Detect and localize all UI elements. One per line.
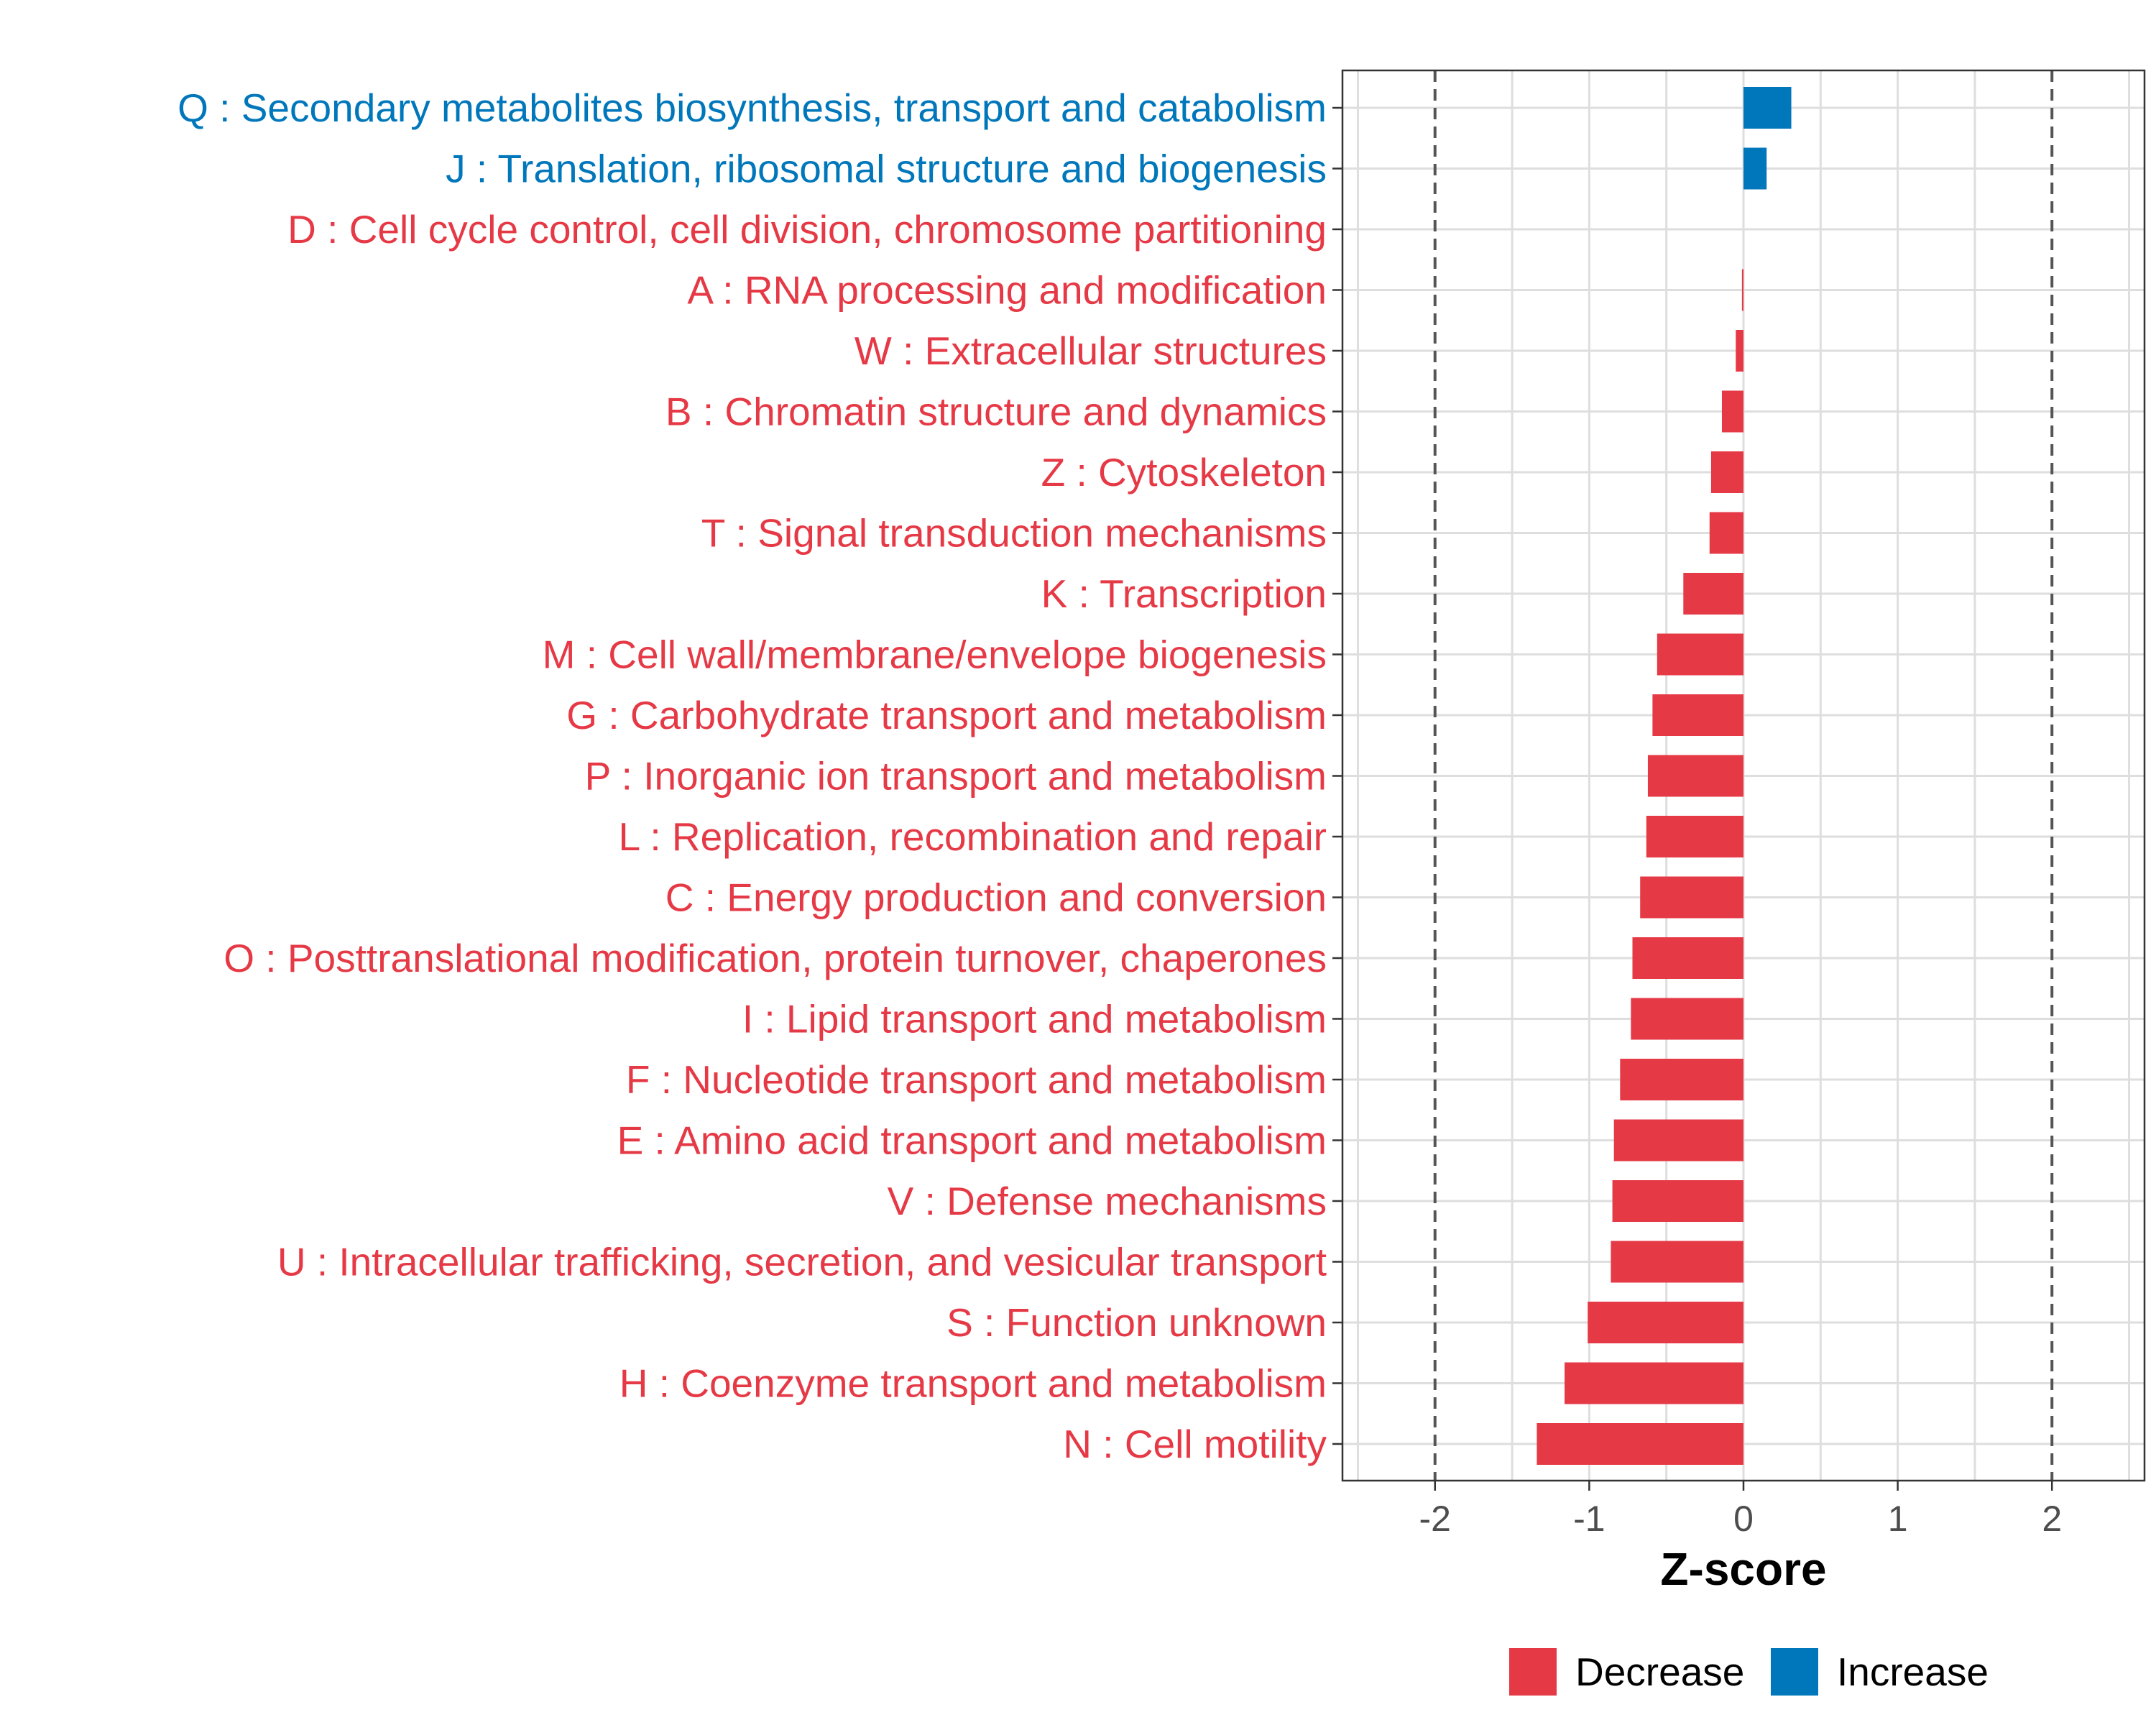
category-label: Z : Cytoskeleton	[1041, 450, 1327, 494]
bar	[1743, 87, 1792, 129]
bar	[1683, 573, 1743, 615]
bar	[1588, 1302, 1743, 1343]
panel-border	[1341, 69, 2146, 1482]
x-tick-label: -2	[1419, 1499, 1451, 1539]
x-tick-label: 1	[1888, 1499, 1908, 1539]
x-tick-label: -1	[1573, 1499, 1605, 1539]
category-label: N : Cell motility	[1063, 1422, 1327, 1466]
category-label: W : Extracellular structures	[854, 328, 1327, 373]
category-label: G : Carbohydrate transport and metabolis…	[566, 693, 1327, 737]
legend-swatch	[1509, 1648, 1557, 1696]
category-labels: Q : Secondary metabolites biosynthesis, …	[178, 86, 1327, 1466]
legend-label: Decrease	[1575, 1650, 1744, 1694]
category-label: B : Chromatin structure and dynamics	[665, 390, 1327, 434]
category-label: I : Lipid transport and metabolism	[742, 997, 1327, 1041]
category-label: M : Cell wall/membrane/envelope biogenes…	[543, 632, 1327, 677]
bar	[1710, 451, 1743, 493]
bar	[1646, 816, 1743, 857]
bar	[1736, 330, 1743, 372]
bar	[1640, 876, 1743, 919]
category-label: V : Defense mechanisms	[888, 1179, 1327, 1223]
category-label: J : Translation, ribosomal structure and…	[446, 147, 1327, 191]
bar	[1647, 755, 1743, 797]
x-axis: -2 -1 0 1 2	[1332, 106, 2062, 1539]
bar	[1565, 1362, 1743, 1404]
category-label: D : Cell cycle control, cell division, c…	[287, 207, 1327, 252]
category-label: T : Signal transduction mechanisms	[701, 511, 1327, 556]
bar	[1632, 937, 1743, 979]
bars	[1537, 87, 1792, 1465]
bar	[1721, 390, 1743, 433]
legend-swatch	[1771, 1648, 1818, 1696]
category-label: H : Coenzyme transport and metabolism	[619, 1361, 1327, 1406]
category-label: E : Amino acid transport and metabolism	[617, 1118, 1327, 1163]
category-label: K : Transcription	[1041, 571, 1327, 616]
category-label: Q : Secondary metabolites biosynthesis, …	[178, 86, 1327, 130]
bar	[1613, 1119, 1743, 1162]
category-label: L : Replication, recombination and repai…	[619, 814, 1327, 859]
bar	[1537, 1423, 1743, 1465]
bar	[1631, 998, 1743, 1040]
category-label: S : Function unknown	[946, 1300, 1327, 1345]
category-label: F : Nucleotide transport and metabolism	[626, 1057, 1327, 1102]
category-label: C : Energy production and conversion	[665, 875, 1327, 920]
bar	[1611, 1241, 1743, 1283]
category-label: O : Posttranslational modification, prot…	[224, 936, 1327, 980]
bar	[1709, 512, 1743, 554]
bar	[1743, 147, 1767, 190]
bar	[1612, 1180, 1743, 1222]
x-tick-label: 2	[2042, 1499, 2062, 1539]
category-label: P : Inorganic ion transport and metaboli…	[585, 754, 1327, 799]
bar	[1657, 633, 1743, 676]
legend: Decrease Increase	[1509, 1648, 1989, 1696]
bar	[1741, 269, 1743, 311]
legend-label: Increase	[1837, 1650, 1989, 1694]
category-label: U : Intracellular trafficking, secretion…	[277, 1240, 1327, 1284]
bar	[1652, 694, 1743, 736]
category-label: A : RNA processing and modification	[687, 268, 1327, 313]
x-axis-title: Z-score	[1660, 1543, 1826, 1595]
bar	[1620, 1059, 1743, 1100]
x-tick-label: 0	[1733, 1499, 1754, 1539]
